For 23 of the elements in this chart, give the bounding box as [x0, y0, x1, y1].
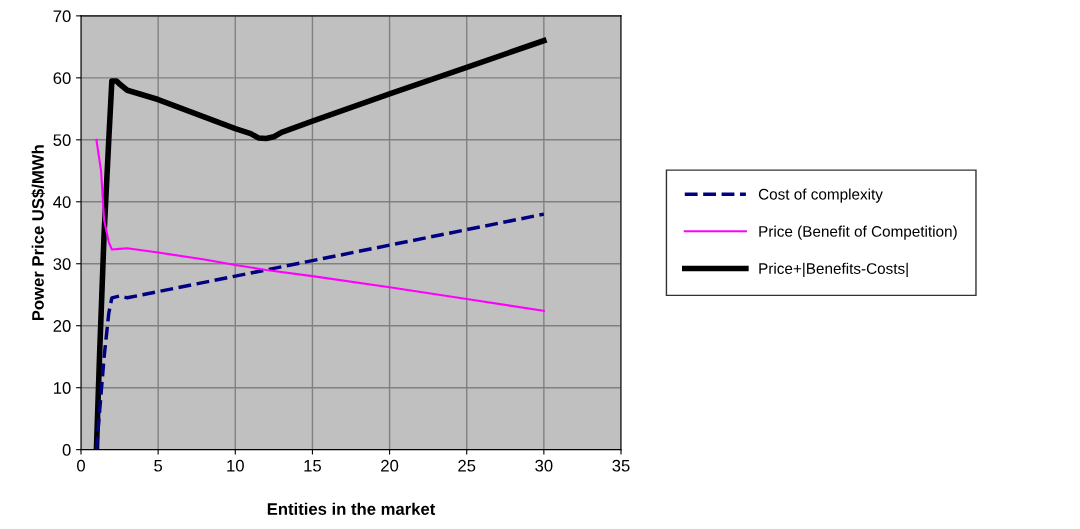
x-tick-label: 30: [535, 459, 553, 472]
legend-label: Cost of complexity: [758, 188, 883, 203]
y-tick-label: 60: [53, 72, 71, 85]
line-series: [94, 212, 546, 450]
y-tick-label: 40: [53, 196, 71, 208]
y-tick-label: 0: [62, 444, 71, 456]
y-tick-label: 30: [53, 258, 71, 270]
x-tick-label: 0: [77, 459, 85, 472]
line-series: [95, 138, 545, 312]
y-tick-label: 70: [53, 10, 71, 23]
x-tick-label: 35: [612, 459, 630, 472]
x-axis-title: Entities in the market: [267, 502, 436, 515]
x-tick-label: 15: [304, 459, 321, 472]
legend-label: Price (Benefit of Competition): [759, 225, 957, 240]
x-tick-label: 5: [154, 459, 163, 472]
y-tick-label: 20: [53, 320, 71, 332]
y-tick-label: 50: [53, 134, 71, 147]
x-tick-label: 20: [381, 459, 399, 472]
y-axis-title: Power Price US$/MWh: [31, 145, 45, 321]
legend-label: Price+|Benefits-Costs|: [759, 262, 908, 278]
x-tick-label: 10: [227, 459, 244, 472]
y-tick-label: 10: [54, 382, 71, 394]
x-tick-label: 25: [458, 459, 476, 472]
